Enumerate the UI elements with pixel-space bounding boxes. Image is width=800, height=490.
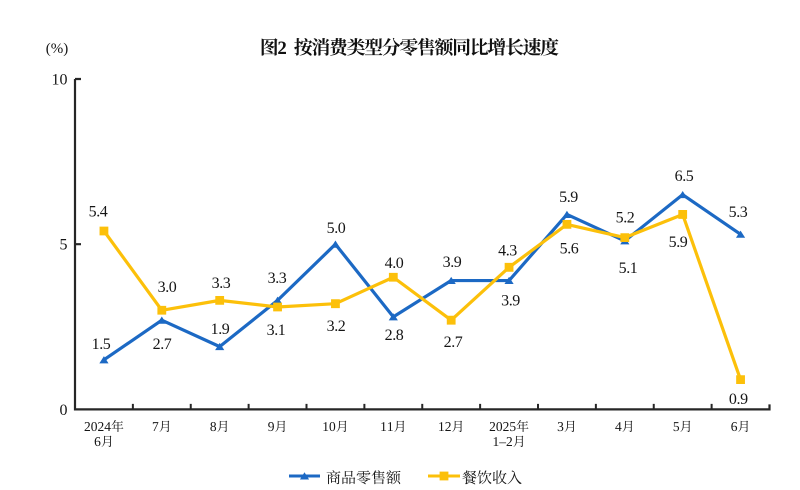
svg-text:5.1: 5.1 xyxy=(619,260,638,277)
svg-text:5.6: 5.6 xyxy=(560,241,579,258)
svg-text:5.9: 5.9 xyxy=(559,189,578,206)
svg-text:3.3: 3.3 xyxy=(268,270,287,287)
svg-text:5: 5 xyxy=(60,237,68,254)
svg-text:5.9: 5.9 xyxy=(669,234,688,251)
svg-text:5.4: 5.4 xyxy=(89,203,108,220)
svg-text:2.7: 2.7 xyxy=(444,334,463,351)
svg-text:5.2: 5.2 xyxy=(616,210,635,227)
svg-text:3.9: 3.9 xyxy=(443,254,462,271)
svg-text:3.0: 3.0 xyxy=(158,279,177,296)
svg-text:5.0: 5.0 xyxy=(327,220,346,237)
svg-text:0.9: 0.9 xyxy=(729,391,748,408)
svg-text:4.3: 4.3 xyxy=(498,242,517,259)
svg-text:5.3: 5.3 xyxy=(729,204,748,221)
svg-text:1.5: 1.5 xyxy=(92,336,111,353)
svg-text:3.2: 3.2 xyxy=(327,318,346,335)
svg-text:10: 10 xyxy=(52,72,68,89)
svg-text:0: 0 xyxy=(60,402,68,419)
svg-text:3.1: 3.1 xyxy=(267,322,286,339)
svg-text:1.9: 1.9 xyxy=(211,321,230,338)
svg-text:6.5: 6.5 xyxy=(675,168,694,185)
svg-text:4.0: 4.0 xyxy=(385,255,404,272)
svg-text:2.8: 2.8 xyxy=(385,327,404,344)
svg-text:(%): (%) xyxy=(46,41,69,57)
svg-text:3.3: 3.3 xyxy=(212,275,231,292)
svg-text:2.7: 2.7 xyxy=(153,336,172,353)
svg-text:3.9: 3.9 xyxy=(501,292,520,309)
